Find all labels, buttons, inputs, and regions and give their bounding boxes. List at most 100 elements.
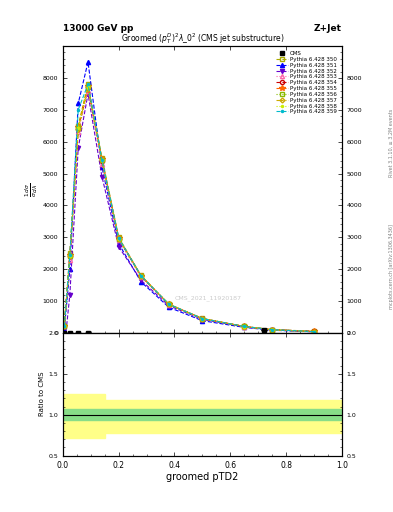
Pythia 6.428 358 bbox=[62, 324, 67, 330]
Pythia 6.428 353 bbox=[167, 302, 171, 308]
Pythia 6.428 351 bbox=[68, 266, 72, 272]
Pythia 6.428 351 bbox=[139, 279, 143, 285]
Pythia 6.428 359 bbox=[139, 273, 143, 279]
Pythia 6.428 355 bbox=[312, 328, 316, 334]
Pythia 6.428 355 bbox=[116, 235, 121, 241]
Pythia 6.428 355 bbox=[62, 324, 67, 330]
Pythia 6.428 357 bbox=[99, 157, 104, 163]
Pythia 6.428 350 bbox=[62, 324, 67, 330]
Pythia 6.428 351 bbox=[76, 100, 81, 106]
Line: Pythia 6.428 357: Pythia 6.428 357 bbox=[62, 86, 316, 333]
Bar bbox=[63, 409, 342, 420]
Pythia 6.428 357 bbox=[312, 329, 316, 335]
Pythia 6.428 358 bbox=[99, 157, 104, 163]
Pythia 6.428 350 bbox=[312, 328, 316, 334]
Pythia 6.428 356 bbox=[76, 125, 81, 132]
Pythia 6.428 352 bbox=[116, 244, 121, 250]
Pythia 6.428 356 bbox=[116, 236, 121, 242]
Pythia 6.428 353 bbox=[68, 257, 72, 263]
Pythia 6.428 358 bbox=[312, 329, 316, 335]
Title: Groomed $(p_T^D)^2\lambda\_0^2$ (CMS jet substructure): Groomed $(p_T^D)^2\lambda\_0^2$ (CMS jet… bbox=[121, 31, 284, 46]
Line: Pythia 6.428 351: Pythia 6.428 351 bbox=[62, 60, 316, 334]
Pythia 6.428 351 bbox=[167, 304, 171, 310]
Pythia 6.428 352 bbox=[86, 91, 90, 97]
Pythia 6.428 359 bbox=[68, 252, 72, 259]
Pythia 6.428 358 bbox=[76, 125, 81, 132]
Pythia 6.428 355 bbox=[270, 327, 275, 333]
Pythia 6.428 358 bbox=[242, 324, 247, 330]
Line: Pythia 6.428 359: Pythia 6.428 359 bbox=[62, 82, 316, 334]
Pythia 6.428 352 bbox=[312, 329, 316, 335]
Pythia 6.428 358 bbox=[167, 302, 171, 308]
Pythia 6.428 357 bbox=[68, 253, 72, 259]
Pythia 6.428 356 bbox=[62, 324, 67, 330]
Pythia 6.428 354 bbox=[86, 84, 90, 91]
Pythia 6.428 356 bbox=[242, 324, 247, 330]
Pythia 6.428 353 bbox=[200, 316, 205, 322]
Pythia 6.428 359 bbox=[312, 329, 316, 335]
Pythia 6.428 353 bbox=[139, 274, 143, 280]
Pythia 6.428 354 bbox=[242, 324, 247, 330]
Pythia 6.428 354 bbox=[200, 315, 205, 322]
Pythia 6.428 358 bbox=[68, 253, 72, 259]
Pythia 6.428 358 bbox=[200, 315, 205, 322]
Pythia 6.428 351 bbox=[200, 317, 205, 324]
Pythia 6.428 350 bbox=[116, 234, 121, 240]
Pythia 6.428 357 bbox=[200, 315, 205, 322]
Pythia 6.428 350 bbox=[200, 315, 205, 322]
Line: Pythia 6.428 356: Pythia 6.428 356 bbox=[62, 85, 316, 334]
Pythia 6.428 356 bbox=[167, 301, 171, 307]
Pythia 6.428 353 bbox=[62, 324, 67, 330]
Pythia 6.428 359 bbox=[116, 235, 121, 241]
Bar bbox=[63, 394, 105, 438]
Bar bbox=[91, 400, 342, 433]
X-axis label: groomed pTD2: groomed pTD2 bbox=[166, 472, 239, 482]
Pythia 6.428 357 bbox=[86, 84, 90, 90]
Pythia 6.428 354 bbox=[312, 328, 316, 334]
Pythia 6.428 351 bbox=[312, 329, 316, 335]
Pythia 6.428 359 bbox=[86, 81, 90, 88]
Pythia 6.428 351 bbox=[86, 59, 90, 65]
Pythia 6.428 353 bbox=[242, 324, 247, 330]
Pythia 6.428 350 bbox=[86, 81, 90, 88]
Line: Pythia 6.428 358: Pythia 6.428 358 bbox=[62, 85, 316, 334]
Pythia 6.428 353 bbox=[116, 238, 121, 244]
Pythia 6.428 354 bbox=[139, 273, 143, 279]
Line: Pythia 6.428 352: Pythia 6.428 352 bbox=[62, 92, 316, 351]
Pythia 6.428 350 bbox=[68, 250, 72, 256]
Pythia 6.428 357 bbox=[139, 273, 143, 279]
Pythia 6.428 352 bbox=[99, 174, 104, 180]
Pythia 6.428 359 bbox=[62, 324, 67, 330]
Pythia 6.428 352 bbox=[167, 303, 171, 309]
Pythia 6.428 352 bbox=[242, 324, 247, 330]
Y-axis label: $\frac{1}{\sigma}\frac{d\sigma}{d\lambda}$: $\frac{1}{\sigma}\frac{d\sigma}{d\lambda… bbox=[23, 182, 40, 197]
Pythia 6.428 355 bbox=[76, 124, 81, 131]
Line: Pythia 6.428 353: Pythia 6.428 353 bbox=[62, 89, 316, 333]
Pythia 6.428 357 bbox=[76, 125, 81, 132]
Pythia 6.428 354 bbox=[270, 327, 275, 333]
Pythia 6.428 357 bbox=[242, 324, 247, 330]
Pythia 6.428 355 bbox=[167, 301, 171, 307]
Pythia 6.428 351 bbox=[99, 164, 104, 170]
Line: Pythia 6.428 354: Pythia 6.428 354 bbox=[62, 86, 316, 333]
Pythia 6.428 355 bbox=[139, 273, 143, 279]
Pythia 6.428 350 bbox=[270, 327, 275, 333]
Pythia 6.428 355 bbox=[242, 324, 247, 330]
Pythia 6.428 354 bbox=[116, 236, 121, 242]
Pythia 6.428 356 bbox=[86, 84, 90, 90]
Pythia 6.428 353 bbox=[312, 328, 316, 334]
Pythia 6.428 359 bbox=[242, 324, 247, 330]
Pythia 6.428 351 bbox=[270, 327, 275, 333]
Pythia 6.428 357 bbox=[270, 327, 275, 333]
Pythia 6.428 351 bbox=[116, 241, 121, 247]
Pythia 6.428 358 bbox=[86, 84, 90, 90]
Text: CMS_2021_11920187: CMS_2021_11920187 bbox=[174, 295, 241, 301]
Pythia 6.428 350 bbox=[139, 272, 143, 279]
Pythia 6.428 355 bbox=[99, 156, 104, 162]
Pythia 6.428 353 bbox=[99, 161, 104, 167]
Pythia 6.428 354 bbox=[76, 126, 81, 132]
Pythia 6.428 354 bbox=[68, 253, 72, 260]
Pythia 6.428 358 bbox=[270, 327, 275, 333]
Pythia 6.428 352 bbox=[200, 316, 205, 323]
Pythia 6.428 352 bbox=[270, 327, 275, 333]
